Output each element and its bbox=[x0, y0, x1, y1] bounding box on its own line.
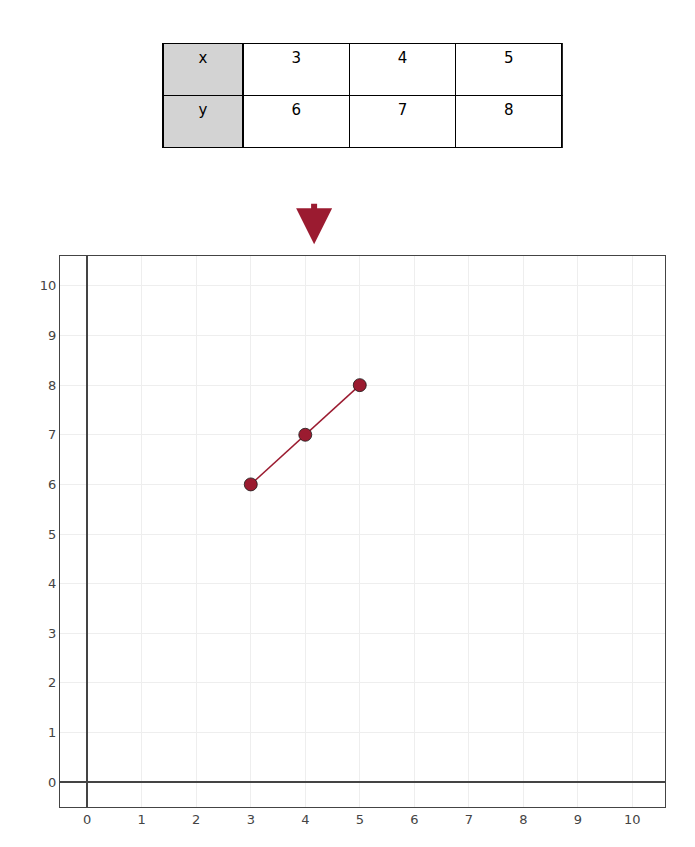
svg-text:2: 2 bbox=[48, 675, 56, 690]
svg-text:10: 10 bbox=[40, 278, 57, 293]
svg-text:4: 4 bbox=[398, 49, 408, 67]
svg-text:7: 7 bbox=[398, 101, 408, 119]
svg-text:5: 5 bbox=[504, 49, 514, 67]
svg-text:6: 6 bbox=[48, 477, 56, 492]
svg-text:3: 3 bbox=[247, 812, 255, 827]
svg-text:6: 6 bbox=[291, 101, 301, 119]
svg-text:3: 3 bbox=[291, 49, 301, 67]
svg-text:2: 2 bbox=[192, 812, 200, 827]
svg-text:8: 8 bbox=[48, 378, 56, 393]
svg-text:9: 9 bbox=[48, 328, 56, 343]
svg-text:1: 1 bbox=[138, 812, 146, 827]
svg-text:9: 9 bbox=[574, 812, 582, 827]
svg-text:5: 5 bbox=[48, 527, 56, 542]
svg-text:10: 10 bbox=[624, 812, 641, 827]
svg-text:7: 7 bbox=[48, 427, 56, 442]
svg-text:5: 5 bbox=[356, 812, 364, 827]
svg-text:0: 0 bbox=[48, 775, 56, 790]
svg-text:3: 3 bbox=[48, 626, 56, 641]
svg-text:y: y bbox=[199, 101, 208, 119]
svg-text:1: 1 bbox=[48, 725, 56, 740]
svg-text:6: 6 bbox=[410, 812, 418, 827]
svg-text:x: x bbox=[199, 49, 208, 67]
svg-text:0: 0 bbox=[83, 812, 91, 827]
svg-text:4: 4 bbox=[48, 576, 56, 591]
svg-text:8: 8 bbox=[504, 101, 514, 119]
svg-text:7: 7 bbox=[465, 812, 473, 827]
svg-text:8: 8 bbox=[519, 812, 527, 827]
svg-text:4: 4 bbox=[301, 812, 309, 827]
